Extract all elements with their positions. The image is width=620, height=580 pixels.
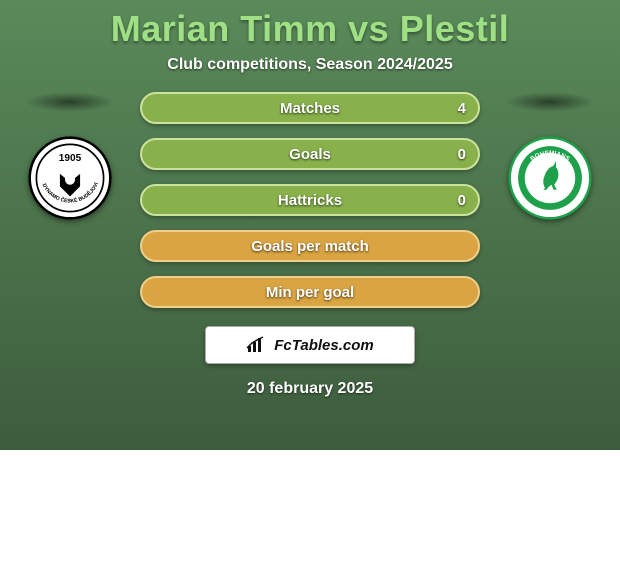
left-club-logo: 1905 SK DYNAMO ČESKÉ BUDĚJOVICE [28, 136, 112, 220]
stat-value-right: 0 [458, 146, 466, 163]
main-row: 1905 SK DYNAMO ČESKÉ BUDĚJOVICE Matches … [0, 92, 620, 308]
stat-bar-matches: Matches 4 [140, 92, 480, 124]
branding-text: FcTables.com [274, 337, 373, 354]
page-subtitle: Club competitions, Season 2024/2025 [167, 56, 452, 74]
stat-bar-hattricks: Hattricks 0 [140, 184, 480, 216]
stat-label: Hattricks [278, 192, 342, 209]
stat-bar-min-per-goal: Min per goal [140, 276, 480, 308]
stats-bars: Matches 4 Goals 0 Hattricks 0 Goals per … [140, 92, 480, 308]
chart-icon [246, 336, 268, 354]
stat-label: Matches [280, 100, 340, 117]
right-club-logo: BOHEMIANS PRAHA [508, 136, 592, 220]
player-shadow-left [25, 92, 115, 112]
stat-value-right: 4 [458, 100, 466, 117]
branding-box: FcTables.com [205, 326, 415, 364]
stat-label: Goals per match [251, 238, 369, 255]
blank-area [0, 450, 620, 580]
player-shadow-right [505, 92, 595, 112]
stat-bar-goals-per-match: Goals per match [140, 230, 480, 262]
club-year: 1905 [59, 153, 82, 164]
page-title: Marian Timm vs Plestil [111, 8, 510, 50]
stat-value-right: 0 [458, 192, 466, 209]
infographic-panel: Marian Timm vs Plestil Club competitions… [0, 0, 620, 450]
stat-bar-goals: Goals 0 [140, 138, 480, 170]
right-player-column: BOHEMIANS PRAHA [500, 92, 600, 220]
left-player-column: 1905 SK DYNAMO ČESKÉ BUDĚJOVICE [20, 92, 120, 220]
stat-label: Goals [289, 146, 331, 163]
stat-label: Min per goal [266, 284, 354, 301]
date-text: 20 february 2025 [247, 380, 373, 398]
